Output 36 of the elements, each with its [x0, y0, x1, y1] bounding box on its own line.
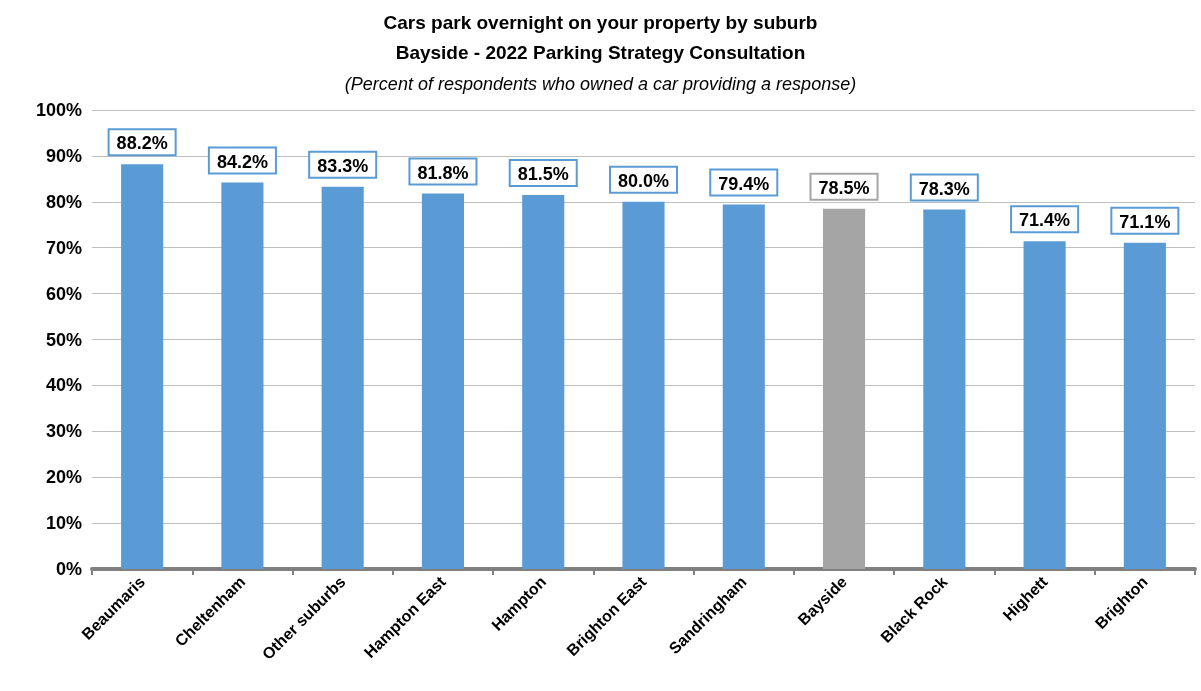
data-label: 84.2%: [216, 151, 268, 172]
y-tick-label: 40%: [45, 375, 82, 396]
bar: [421, 193, 465, 569]
bar: [822, 208, 866, 569]
data-label: 78.3%: [918, 178, 970, 199]
chart-title: Cars park overnight on your property by suburb: [383, 12, 818, 33]
y-tick-label: 80%: [45, 191, 82, 212]
y-tick-label: 60%: [45, 283, 82, 304]
y-tick-label: 0%: [55, 559, 82, 579]
data-label: 79.4%: [718, 173, 770, 194]
bar: [121, 164, 164, 569]
data-label: 80.0%: [617, 170, 670, 191]
data-label: 71.4%: [1019, 210, 1071, 231]
bar: [321, 186, 364, 569]
bar: [622, 201, 665, 569]
bar: [1023, 241, 1066, 569]
data-label: 78.5%: [818, 177, 870, 198]
y-tick-label: 70%: [45, 237, 82, 258]
data-label: 83.3%: [317, 155, 369, 176]
y-tick-label: 30%: [45, 421, 82, 442]
data-label: 81.8%: [417, 162, 469, 183]
y-tick-label: 10%: [45, 513, 82, 534]
bar: [522, 194, 565, 569]
text: (Percent of respondents who owned a car providing a response): [344, 74, 857, 94]
bar: [1123, 242, 1166, 569]
data-label: 71.1%: [1119, 211, 1171, 232]
y-tick-label: 90%: [45, 145, 82, 166]
bar: [221, 182, 264, 569]
data-label: 81.5%: [517, 163, 569, 184]
y-tick-label: 20%: [45, 467, 82, 488]
bar: [923, 209, 966, 569]
chart-subtitle: Bayside - 2022 Parking Strategy Consultation: [395, 42, 806, 63]
data-label: 88.2%: [116, 133, 168, 154]
y-tick-label: 100%: [35, 100, 82, 120]
y-tick-label: 50%: [45, 329, 82, 350]
bar: [722, 204, 765, 569]
